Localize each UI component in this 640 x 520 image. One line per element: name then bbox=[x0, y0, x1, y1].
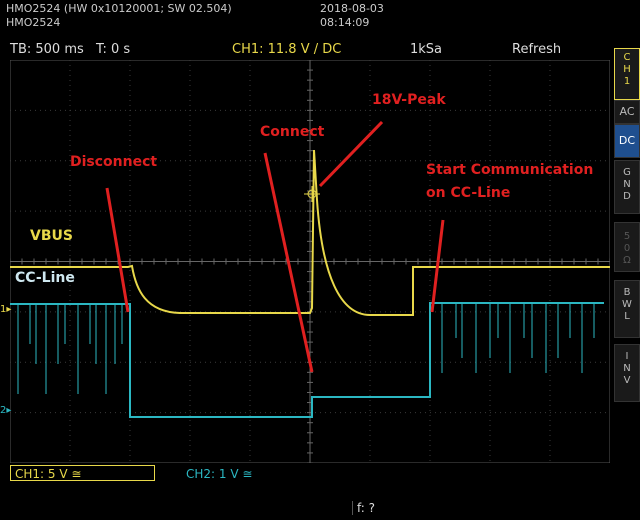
ch1-trace bbox=[10, 149, 610, 316]
timebase[interactable]: TB: 500 ms bbox=[10, 42, 84, 57]
peak-arrow bbox=[318, 120, 384, 188]
ch1-marker-label: 1 bbox=[0, 304, 7, 315]
device-info: HMO2524 (HW 0x10120001; SW 02.504) HMO25… bbox=[6, 2, 232, 30]
trigger-crosshair bbox=[304, 186, 320, 202]
device-line2: HMO2524 bbox=[6, 16, 61, 29]
start-comm-label-1: Start Communication bbox=[426, 162, 593, 178]
annotation-arrows bbox=[105, 120, 445, 373]
ch2-reference-marker[interactable]: 2▸ bbox=[0, 405, 11, 416]
channel-char-3: 1 bbox=[623, 76, 631, 87]
channel-char-1: C bbox=[623, 52, 631, 63]
dc-label: DC bbox=[618, 134, 636, 147]
ch2-scale[interactable]: CH2: 1 V ≅ bbox=[186, 467, 253, 481]
time: 08:14:09 bbox=[320, 16, 370, 29]
connect-arrow bbox=[263, 152, 314, 373]
cc-line-label: CC-Line bbox=[15, 270, 75, 286]
impedance-50-button[interactable]: 50Ω bbox=[614, 222, 640, 272]
ch1-marker-arrow: ▸ bbox=[6, 304, 12, 315]
acquisition-mode[interactable]: Refresh bbox=[512, 42, 562, 57]
channel-info-bar: CH1: 5 V ≅ CH2: 1 V ≅ bbox=[0, 465, 640, 485]
sample-rate[interactable]: 1kSa bbox=[410, 42, 443, 57]
invert-button[interactable]: INV bbox=[614, 344, 640, 402]
vbus-label: VBUS bbox=[30, 228, 73, 244]
device-line1: HMO2524 (HW 0x10120001; SW 02.504) bbox=[6, 2, 232, 15]
date: 2018-08-03 bbox=[320, 2, 384, 15]
channel-label: C H 1 bbox=[614, 48, 640, 100]
frequency-readout: f: ? bbox=[352, 501, 375, 515]
impedance-label: 50Ω bbox=[623, 231, 631, 266]
disconnect-arrow bbox=[105, 187, 130, 313]
coupling-dc-button[interactable]: DC bbox=[614, 124, 640, 158]
disconnect-label: Disconnect bbox=[70, 154, 157, 170]
ac-label: AC bbox=[619, 105, 635, 118]
ch2-marker-label: 2 bbox=[0, 405, 7, 416]
ch1-reference-marker[interactable]: 1▸ bbox=[0, 304, 11, 315]
channel-char-2: H bbox=[623, 64, 631, 75]
gnd-label: GND bbox=[623, 167, 631, 202]
ch2-glitches bbox=[17, 303, 595, 394]
coupling-gnd-button[interactable]: GND bbox=[614, 160, 640, 214]
coupling-ac-button[interactable]: AC bbox=[614, 100, 640, 124]
inv-label: INV bbox=[623, 351, 631, 386]
status-bar: TB: 500 ms T: 0 s CH1: 11.8 V / DC 1kSa … bbox=[0, 40, 612, 60]
ch2-trace bbox=[10, 302, 604, 418]
datetime: 2018-08-03 08:14:09 bbox=[320, 2, 384, 30]
scope-display: Disconnect Connect 18V-Peak Start Commun… bbox=[10, 60, 610, 463]
peak-label: 18V-Peak bbox=[372, 92, 446, 108]
bwl-label: BWL bbox=[622, 287, 632, 322]
center-axes bbox=[10, 60, 610, 463]
trigger-time[interactable]: T: 0 s bbox=[96, 42, 131, 57]
trigger-setting[interactable]: CH1: 11.8 V / DC bbox=[232, 42, 342, 57]
start-comm-arrow bbox=[430, 219, 445, 313]
connect-label: Connect bbox=[260, 124, 325, 140]
bwl-button[interactable]: BWL bbox=[614, 280, 640, 338]
start-comm-label-2: on CC-Line bbox=[426, 185, 510, 201]
ch1-scale[interactable]: CH1: 5 V ≅ bbox=[10, 465, 155, 481]
ch2-marker-arrow: ▸ bbox=[6, 405, 12, 416]
